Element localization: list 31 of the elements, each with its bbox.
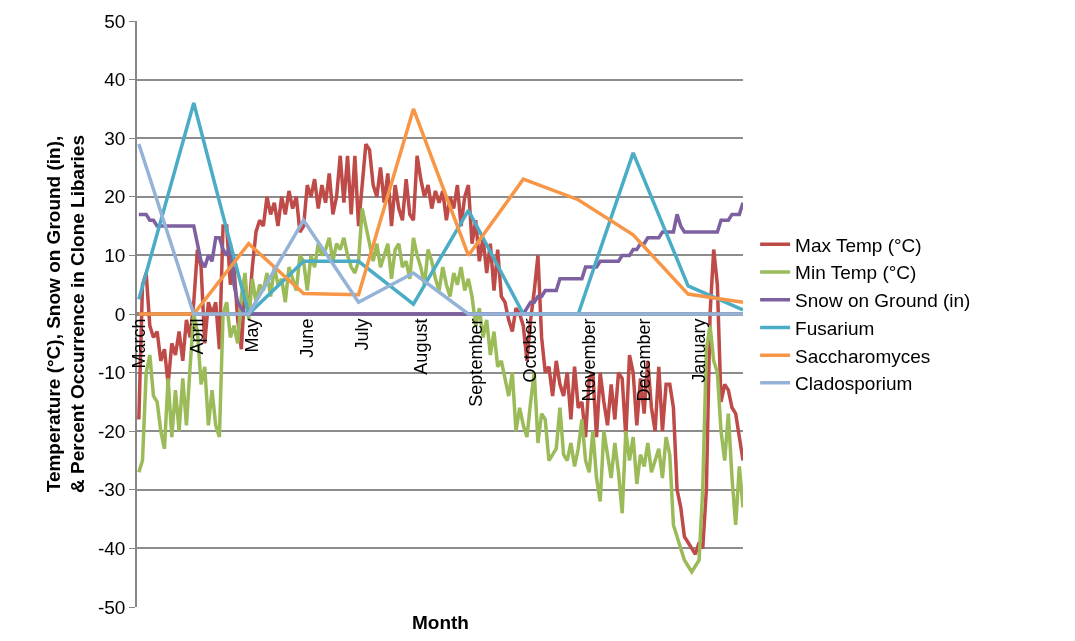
x-tick-label: November xyxy=(579,318,600,402)
y-tick-label: 40 xyxy=(104,69,126,91)
y-tick-label: -20 xyxy=(97,420,126,442)
y-tick-label: -10 xyxy=(97,362,126,384)
y-tick-label: 20 xyxy=(104,186,126,208)
x-tick-label: April xyxy=(187,318,208,355)
x-tick-label: June xyxy=(297,318,318,358)
x-tick-label: May xyxy=(242,318,263,353)
y-tick-label: 0 xyxy=(114,303,126,325)
legend-label: Cladosporium xyxy=(795,373,913,395)
x-tick-label: December xyxy=(633,318,654,402)
x-tick-label: September xyxy=(465,318,486,407)
y-tick-label: 30 xyxy=(104,127,126,149)
y-tick-label: -30 xyxy=(97,479,126,501)
x-axis-title: Month xyxy=(412,612,469,633)
line-series xyxy=(137,142,743,316)
y-tick-label: -40 xyxy=(97,538,126,560)
x-tick-label: March xyxy=(128,318,149,369)
y-tick-label: 10 xyxy=(104,245,126,267)
x-tick-label: October xyxy=(520,318,541,383)
y-axis-title: Temperature (°C), Snow on Ground (in), & Percent Occurrence in Clone Libaries xyxy=(42,135,89,493)
legend-label: Snow on Ground (in) xyxy=(795,290,971,312)
legend-label: Saccharomyces xyxy=(795,345,931,367)
x-tick-label: January xyxy=(688,318,709,383)
x-tick-label: August xyxy=(410,318,431,375)
x-tick-label: July xyxy=(352,318,373,351)
legend-label: Max Temp (°C) xyxy=(795,234,922,256)
legend-label: Fusarium xyxy=(795,317,875,339)
y-tick-label: -50 xyxy=(97,596,126,618)
legend-label: Min Temp (°C) xyxy=(795,262,917,284)
y-tick-label: 50 xyxy=(104,10,126,32)
